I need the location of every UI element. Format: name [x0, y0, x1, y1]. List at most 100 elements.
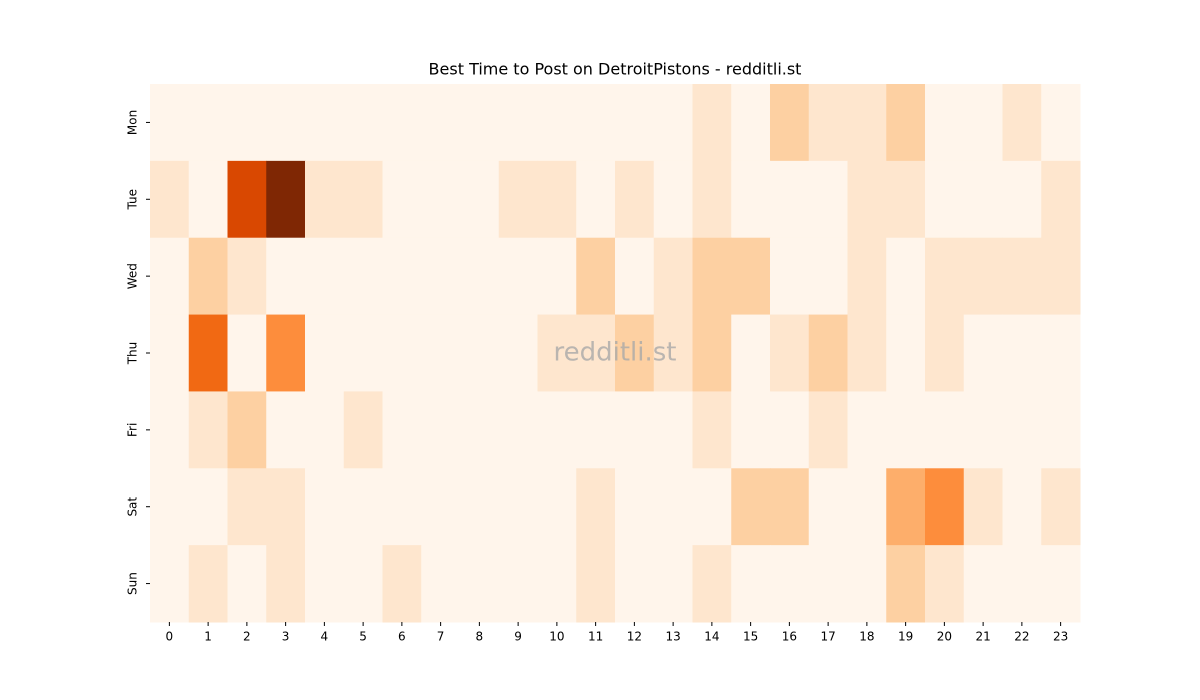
heatmap-cell	[576, 160, 616, 239]
heatmap-cell	[498, 545, 538, 623]
x-tick-label: 21	[975, 630, 990, 644]
x-tick-label: 17	[820, 630, 835, 644]
heatmap-cell	[615, 545, 655, 623]
heatmap-cell	[421, 468, 461, 546]
heatmap-cell	[382, 545, 422, 623]
heatmap-cell	[266, 391, 306, 469]
heatmap-cell	[615, 237, 655, 316]
heatmap-cell	[847, 84, 887, 162]
heatmap-cell	[188, 314, 228, 392]
heatmap-cell	[692, 314, 732, 392]
heatmap-cell	[498, 237, 538, 316]
heatmap-cell	[421, 84, 461, 162]
heatmap-cell	[305, 545, 345, 623]
heatmap-cell	[770, 160, 810, 239]
heatmap-cell	[266, 237, 306, 316]
heatmap-cell	[150, 84, 190, 162]
heatmap-cell	[886, 314, 926, 392]
x-tick-label: 20	[937, 630, 952, 644]
heatmap-cell	[305, 391, 345, 469]
heatmap-cell	[343, 237, 383, 316]
heatmap-cell	[498, 84, 538, 162]
heatmap-cell	[227, 84, 267, 162]
heatmap-cell	[305, 468, 345, 546]
x-tick-label: 7	[437, 630, 445, 644]
heatmap-cell	[963, 314, 1003, 392]
heatmap-cell	[382, 160, 422, 239]
heatmap-cell	[886, 237, 926, 316]
heatmap-cell	[925, 314, 965, 392]
heatmap-cell	[576, 391, 616, 469]
heatmap-cell	[1002, 468, 1042, 546]
heatmap-cell	[150, 237, 190, 316]
y-tick-label: Mon	[126, 110, 140, 135]
heatmap-cell	[537, 237, 577, 316]
heatmap-cell	[847, 545, 887, 623]
heatmap-cell	[421, 545, 461, 623]
heatmap-cell	[808, 545, 848, 623]
heatmap-cell	[963, 160, 1003, 239]
heatmap-cell	[576, 468, 616, 546]
heatmap-cell	[188, 545, 228, 623]
heatmap-cell	[266, 160, 306, 239]
heatmap-cell	[576, 314, 616, 392]
x-tick-label: 9	[514, 630, 522, 644]
heatmap-cell	[188, 160, 228, 239]
heatmap-cell	[808, 314, 848, 392]
x-tick-label: 2	[243, 630, 251, 644]
x-tick-label: 3	[282, 630, 290, 644]
heatmap-cell	[188, 391, 228, 469]
heatmap-cell	[305, 314, 345, 392]
y-tick-label: Tue	[126, 189, 140, 211]
heatmap-cell	[498, 391, 538, 469]
heatmap-cell	[382, 468, 422, 546]
heatmap-cell	[576, 545, 616, 623]
heatmap-cell	[1002, 391, 1042, 469]
heatmap-cell	[847, 314, 887, 392]
heatmap-cell	[1041, 237, 1081, 316]
y-tick-label: Sat	[126, 497, 140, 517]
heatmap-cell	[963, 391, 1003, 469]
heatmap-cell	[1041, 314, 1081, 392]
heatmap-cell	[537, 84, 577, 162]
heatmap-cell	[343, 84, 383, 162]
heatmap-cell	[421, 160, 461, 239]
x-tick-label: 5	[359, 630, 367, 644]
heatmap-cell	[615, 391, 655, 469]
heatmap-cell	[692, 237, 732, 316]
heatmap-cell	[188, 468, 228, 546]
heatmap-cell	[731, 237, 771, 316]
x-tick-label: 11	[588, 630, 603, 644]
heatmap-cell	[460, 468, 500, 546]
heatmap-cell	[886, 84, 926, 162]
heatmap-cell	[692, 545, 732, 623]
heatmap-cell	[305, 84, 345, 162]
x-tick-label: 22	[1014, 630, 1029, 644]
heatmap-cell	[886, 391, 926, 469]
x-tick-label: 6	[398, 630, 406, 644]
heatmap-cell	[266, 314, 306, 392]
heatmap-cell	[1002, 314, 1042, 392]
heatmap-cell	[498, 314, 538, 392]
heatmap-cell	[460, 314, 500, 392]
heatmap-cell	[576, 84, 616, 162]
heatmap-cell	[886, 468, 926, 546]
x-tick-label: 4	[321, 630, 329, 644]
heatmap-cell	[266, 84, 306, 162]
heatmap-cell	[770, 314, 810, 392]
heatmap-cell	[1041, 160, 1081, 239]
heatmap-cell	[925, 545, 965, 623]
heatmap-cell	[653, 545, 693, 623]
heatmap-cell	[770, 545, 810, 623]
heatmap-cell	[537, 391, 577, 469]
heatmap-cell	[343, 314, 383, 392]
heatmap-cell	[150, 160, 190, 239]
heatmap-cell	[731, 391, 771, 469]
heatmap-cell	[615, 84, 655, 162]
heatmap-cell	[808, 468, 848, 546]
heatmap-cell	[1002, 84, 1042, 162]
heatmap-cell	[498, 468, 538, 546]
heatmap-cell	[460, 545, 500, 623]
heatmap-cell	[343, 391, 383, 469]
heatmap-cell	[615, 314, 655, 392]
